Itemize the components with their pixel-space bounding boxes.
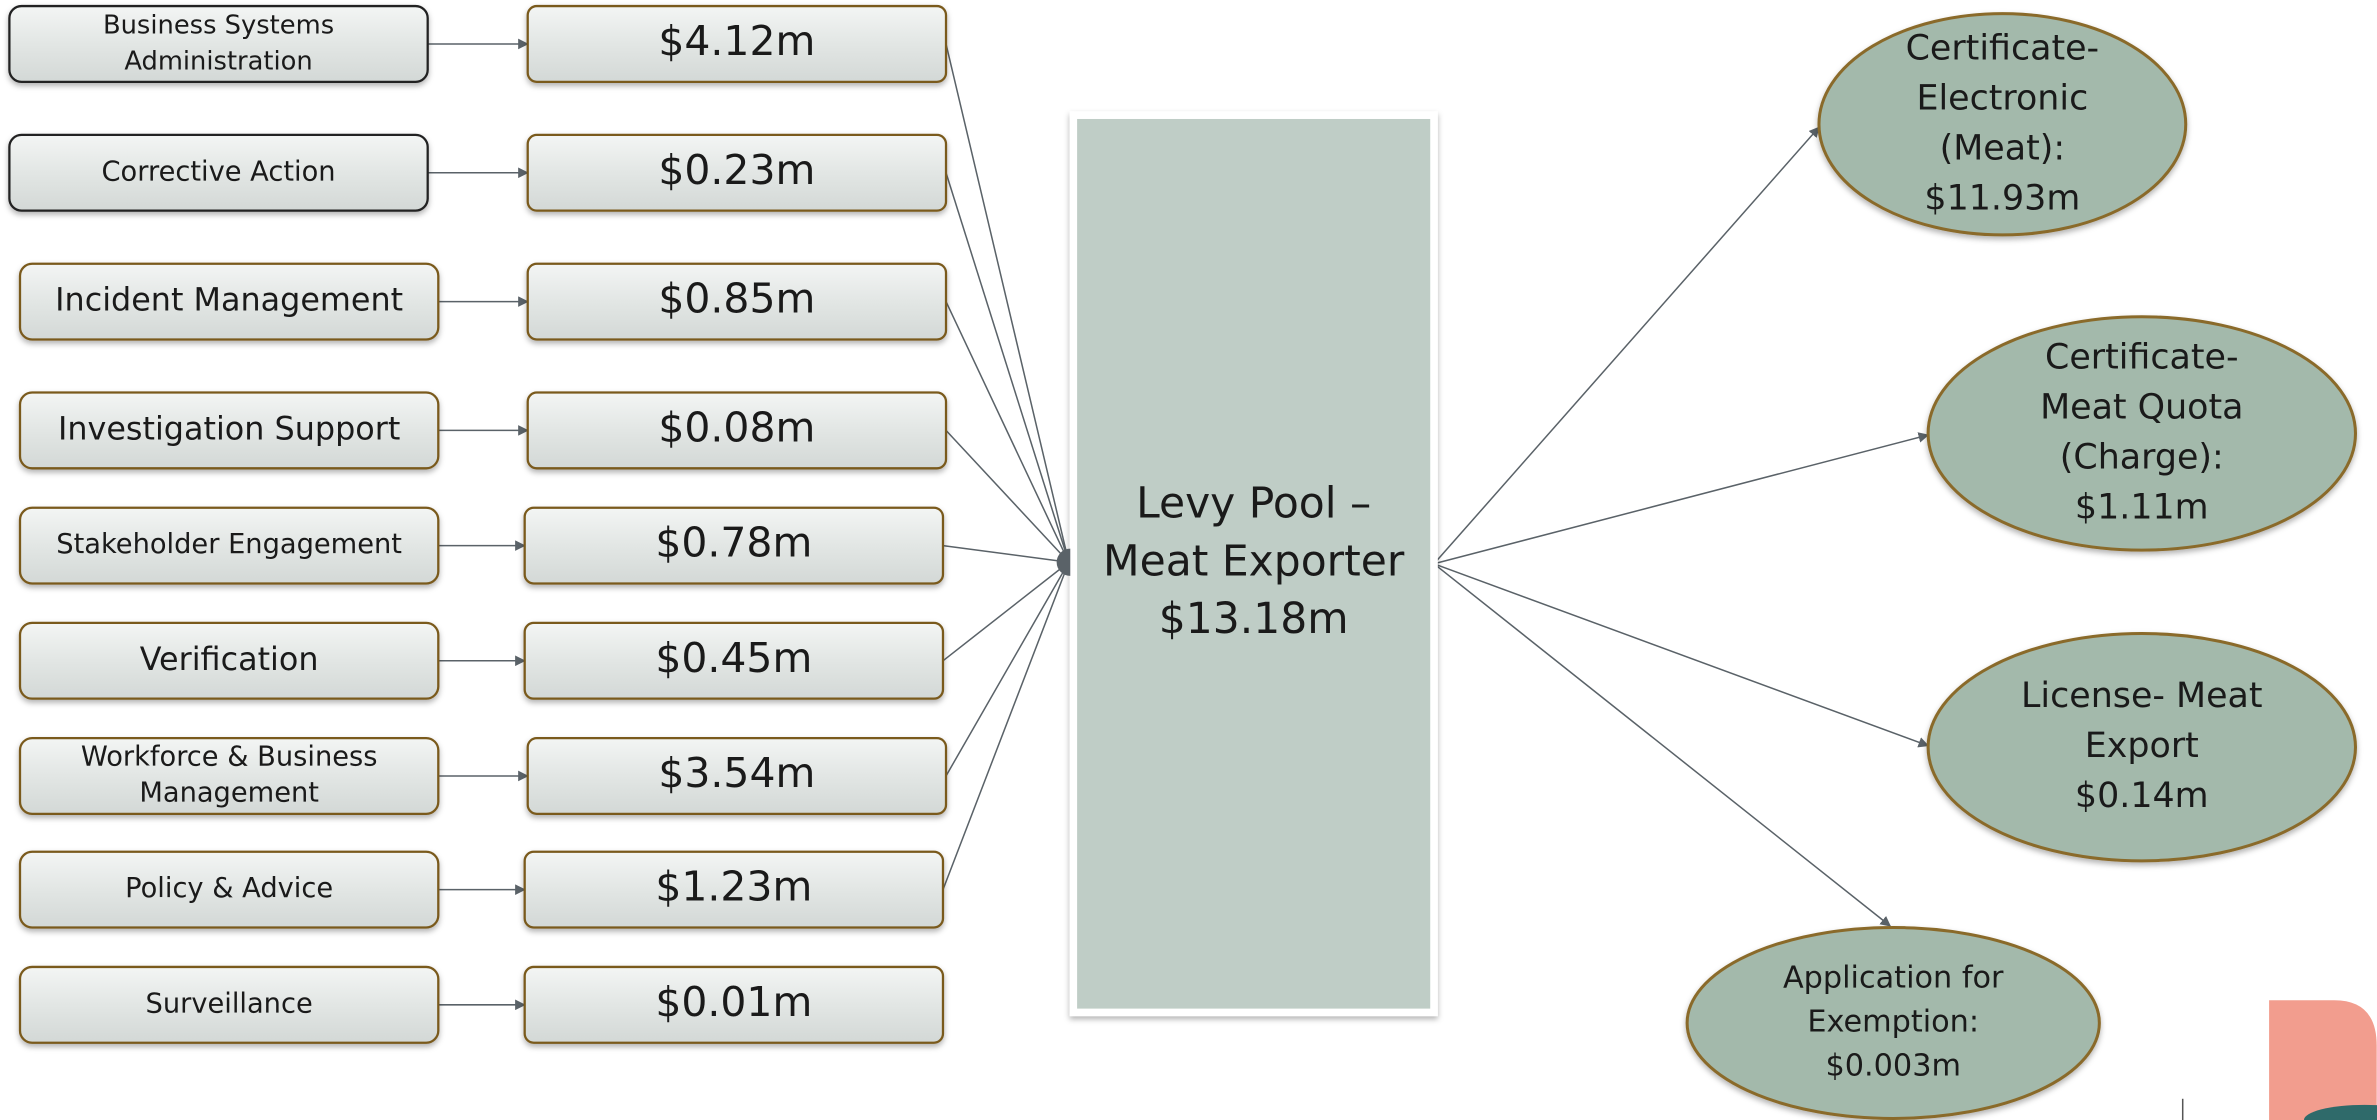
link <box>945 429 1070 563</box>
output-ellipse <box>1926 631 2357 863</box>
activity-box <box>18 965 440 1044</box>
activity-label: Stakeholder Engagement <box>56 529 402 560</box>
activity-box <box>18 391 440 470</box>
junction <box>1056 548 1071 576</box>
arrow <box>1433 432 1930 565</box>
amount-box <box>523 506 945 585</box>
activity-box <box>8 133 429 212</box>
output-label: (Charge): <box>2060 437 2224 477</box>
amount-box <box>526 133 948 212</box>
link <box>942 544 1069 564</box>
link <box>942 562 1070 890</box>
amount-box <box>523 850 945 929</box>
activity-label: Management <box>139 778 319 809</box>
decoration <box>2269 1000 2377 1120</box>
activity-box <box>18 850 440 929</box>
output-label: License- Meat <box>2021 676 2263 716</box>
pool-label: Levy Pool – <box>1136 480 1371 529</box>
arrow <box>1433 126 1820 565</box>
output-label: Meat Quota <box>2040 387 2243 427</box>
levy-pool-box <box>1069 111 1438 1017</box>
activity-box <box>18 262 440 341</box>
arrow <box>1433 563 1892 927</box>
link <box>945 43 1070 563</box>
arrow <box>1433 563 1930 748</box>
amount: $3.54m <box>658 749 815 797</box>
activity-label: Business Systems <box>103 10 334 40</box>
output-label: $1.11m <box>2075 487 2209 527</box>
amount-box <box>526 4 948 83</box>
output-label: $0.003m <box>1825 1048 1961 1083</box>
amount: $1.23m <box>655 863 812 911</box>
activity-label: Administration <box>124 47 312 77</box>
amount: $0.01m <box>655 978 812 1026</box>
activity-label: Investigation Support <box>58 409 400 447</box>
pool-label: $13.18m <box>1159 595 1349 644</box>
output-label: $0.14m <box>2075 776 2209 816</box>
activity-box <box>18 621 440 700</box>
amount: $0.23m <box>658 146 815 194</box>
output-label: Export <box>2085 726 2199 766</box>
amount: $0.45m <box>655 634 812 682</box>
output-ellipse <box>1817 12 2188 237</box>
link <box>945 301 1070 563</box>
output-label: Certificate- <box>1906 28 2100 68</box>
output-label: Electronic <box>1916 78 2088 118</box>
activity-box <box>8 4 429 83</box>
output-label: Exemption: <box>1807 1005 1979 1040</box>
activity-box <box>18 506 440 585</box>
output-ellipse <box>1685 926 2101 1120</box>
output-label: (Meat): <box>1940 128 2065 168</box>
decoration <box>2303 1104 2377 1120</box>
amount: $4.12m <box>658 17 815 65</box>
links <box>427 38 1930 1011</box>
link <box>942 561 1070 662</box>
activity-label: Incident Management <box>55 281 403 319</box>
output-ellipse <box>1926 315 2357 552</box>
amount: $0.08m <box>658 403 815 451</box>
link <box>945 561 1070 777</box>
amount-box <box>523 965 945 1044</box>
amount-box <box>526 262 948 341</box>
activity-label: Corrective Action <box>102 156 336 187</box>
activity-label: Workforce & Business <box>81 741 378 772</box>
pool-label: Meat Exporter <box>1103 537 1405 586</box>
link <box>945 172 1070 563</box>
activity-label: Surveillance <box>146 988 313 1019</box>
activity-label: Policy & Advice <box>125 873 333 904</box>
output-label: $11.93m <box>1924 178 2080 218</box>
activity-label: Verification <box>140 640 319 678</box>
output-label: Application for <box>1783 961 2004 996</box>
amount: $0.85m <box>658 275 815 323</box>
activity-box <box>18 736 440 815</box>
amount-box <box>523 621 945 700</box>
amount: $0.78m <box>655 519 812 567</box>
amount-box <box>526 391 948 470</box>
output-label: Certificate- <box>2045 337 2239 377</box>
amount-box <box>526 736 948 815</box>
